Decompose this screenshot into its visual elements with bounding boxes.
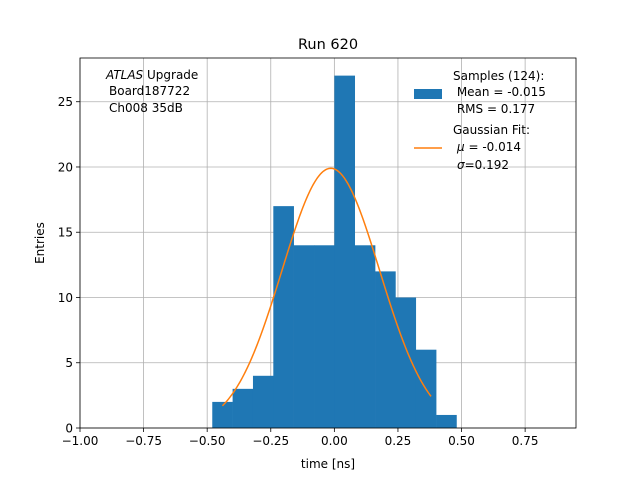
histogram-bar — [375, 271, 396, 428]
annotation-atlas-italic: ATLAS — [105, 68, 144, 82]
legend-fit-line-1: Gaussian Fit: — [453, 123, 530, 137]
x-tick-label: 0.00 — [321, 434, 348, 448]
atlas-annotation: ATLAS Upgrade Board187722 Ch008 35dB — [105, 68, 198, 115]
histogram-bar — [293, 245, 315, 428]
x-tick-label: 0.50 — [448, 434, 475, 448]
gaussian-fit-curve — [221, 167, 432, 407]
annotation-line-2: Board187722 — [109, 84, 190, 98]
y-tick-label: 25 — [58, 95, 73, 109]
histogram-bars — [212, 75, 457, 428]
legend-fit-line-2: μ = -0.014 — [456, 140, 521, 154]
annotation-line-3: Ch008 35dB — [109, 101, 183, 115]
x-axis-label: time [ns] — [301, 457, 355, 471]
histogram-bar — [273, 206, 294, 428]
x-tick-label: 0.25 — [385, 434, 412, 448]
legend-sigma-symbol: σ — [457, 158, 465, 172]
gaussian-fit-layer — [221, 167, 432, 407]
legend-hist-line-3: RMS = 0.177 — [453, 102, 535, 116]
histogram-bar — [334, 75, 356, 428]
histogram-bar — [395, 297, 417, 428]
legend-hist-line-2: Mean = -0.015 — [453, 85, 546, 99]
x-tick-label: −1.00 — [62, 434, 99, 448]
legend-hist-swatch — [414, 89, 442, 99]
x-tick-label: −0.75 — [125, 434, 162, 448]
legend-hist-line-1: Samples (124): — [453, 69, 544, 83]
legend-mu-value: = -0.014 — [465, 140, 521, 154]
x-tick-label: −0.25 — [252, 434, 289, 448]
y-tick-label: 10 — [58, 291, 73, 305]
chart-title: Run 620 — [298, 37, 358, 53]
histogram-bar — [212, 401, 233, 428]
legend-mu-symbol: μ — [456, 140, 465, 154]
y-tick-label: 5 — [65, 356, 73, 370]
annotation-line-1: ATLAS Upgrade — [105, 68, 198, 82]
histogram-bar — [314, 245, 335, 428]
legend-fit-line-3: σ=0.192 — [457, 158, 509, 172]
legend: Samples (124): Mean = -0.015 RMS = 0.177… — [414, 69, 546, 172]
histogram-bar — [436, 414, 457, 428]
plot-frame — [79, 57, 577, 429]
histogram-bar — [252, 375, 274, 428]
y-axis-label: Entries — [33, 222, 47, 264]
legend-sigma-value: =0.192 — [465, 158, 509, 172]
histogram-bar — [232, 388, 254, 428]
x-tick-label: 0.75 — [512, 434, 539, 448]
y-tick-label: 0 — [65, 422, 73, 436]
y-tick-label: 15 — [58, 226, 73, 240]
annotation-upgrade: Upgrade — [143, 68, 198, 82]
tick-layer: −1.00 −0.75 −0.50 −0.25 0.00 0.25 0.50 0.75 0 5 10… — [58, 95, 539, 448]
x-tick-label: −0.50 — [189, 434, 226, 448]
y-tick-label: 20 — [58, 160, 73, 174]
histogram-bar — [354, 245, 376, 428]
